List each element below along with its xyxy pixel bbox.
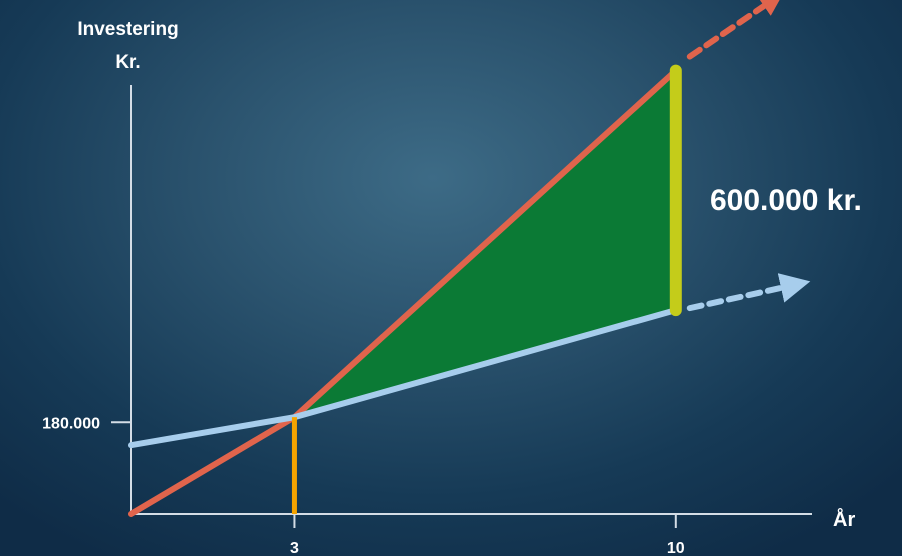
x-tick-label: 10 [667,540,685,556]
y-tick-label: 180.000 [42,415,100,432]
series-arrow-2 [686,273,811,312]
difference-annotation: 600.000 kr. [710,184,862,217]
y-axis-title-line1: Investering [77,19,178,40]
series-arrow-1 [686,0,784,60]
x-axis-title: År [833,507,855,531]
y-axis-title-line2: Kr. [115,52,140,73]
x-tick-label: 3 [290,540,299,556]
